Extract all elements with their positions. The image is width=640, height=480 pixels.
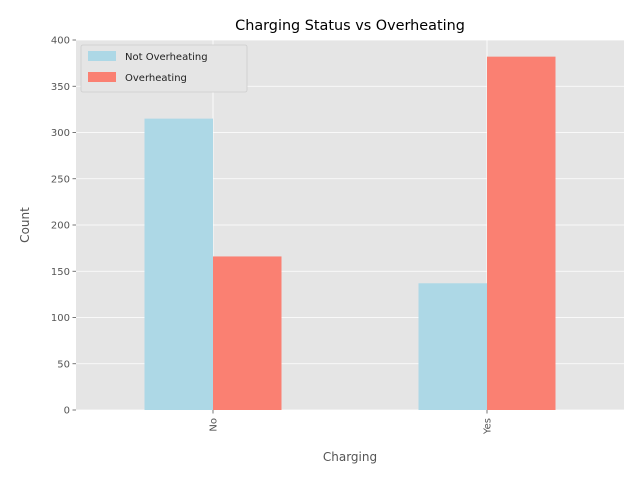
y-tick-label: 100: [51, 313, 70, 324]
x-tick-label: Yes: [483, 418, 494, 435]
bar-overheating-no: [213, 256, 282, 410]
y-tick-label: 250: [51, 174, 70, 185]
y-tick-label: 50: [57, 359, 70, 370]
bar-not-overheating-no: [144, 118, 213, 410]
y-tick-label: 0: [64, 406, 70, 417]
legend-frame: [80, 44, 248, 93]
y-axis-label: Count: [18, 207, 32, 243]
x-tick-label: No: [209, 418, 220, 432]
y-tick-label: 200: [51, 221, 70, 232]
bar-layer: [144, 56, 556, 411]
legend-swatch-not-overheating: [88, 51, 116, 61]
y-tick-label: 350: [51, 82, 70, 93]
x-axis-label: Charging: [323, 450, 377, 464]
bar-overheating-yes: [487, 56, 556, 411]
bar-not-overheating-yes: [418, 283, 487, 410]
legend: Not Overheating Overheating: [80, 44, 248, 93]
legend-label-not-overheating: Not Overheating: [125, 52, 208, 63]
y-tick-label: 150: [51, 267, 70, 278]
legend-label-overheating: Overheating: [125, 73, 187, 84]
y-axis-ticks: 0 50 100 150 200 250 300 350 400: [51, 36, 76, 417]
y-tick-label: 300: [51, 128, 70, 139]
legend-swatch-overheating: [88, 72, 116, 82]
x-axis-ticks: No Yes: [209, 410, 494, 435]
chart-title: Charging Status vs Overheating: [235, 18, 465, 34]
y-tick-label: 400: [51, 36, 70, 47]
